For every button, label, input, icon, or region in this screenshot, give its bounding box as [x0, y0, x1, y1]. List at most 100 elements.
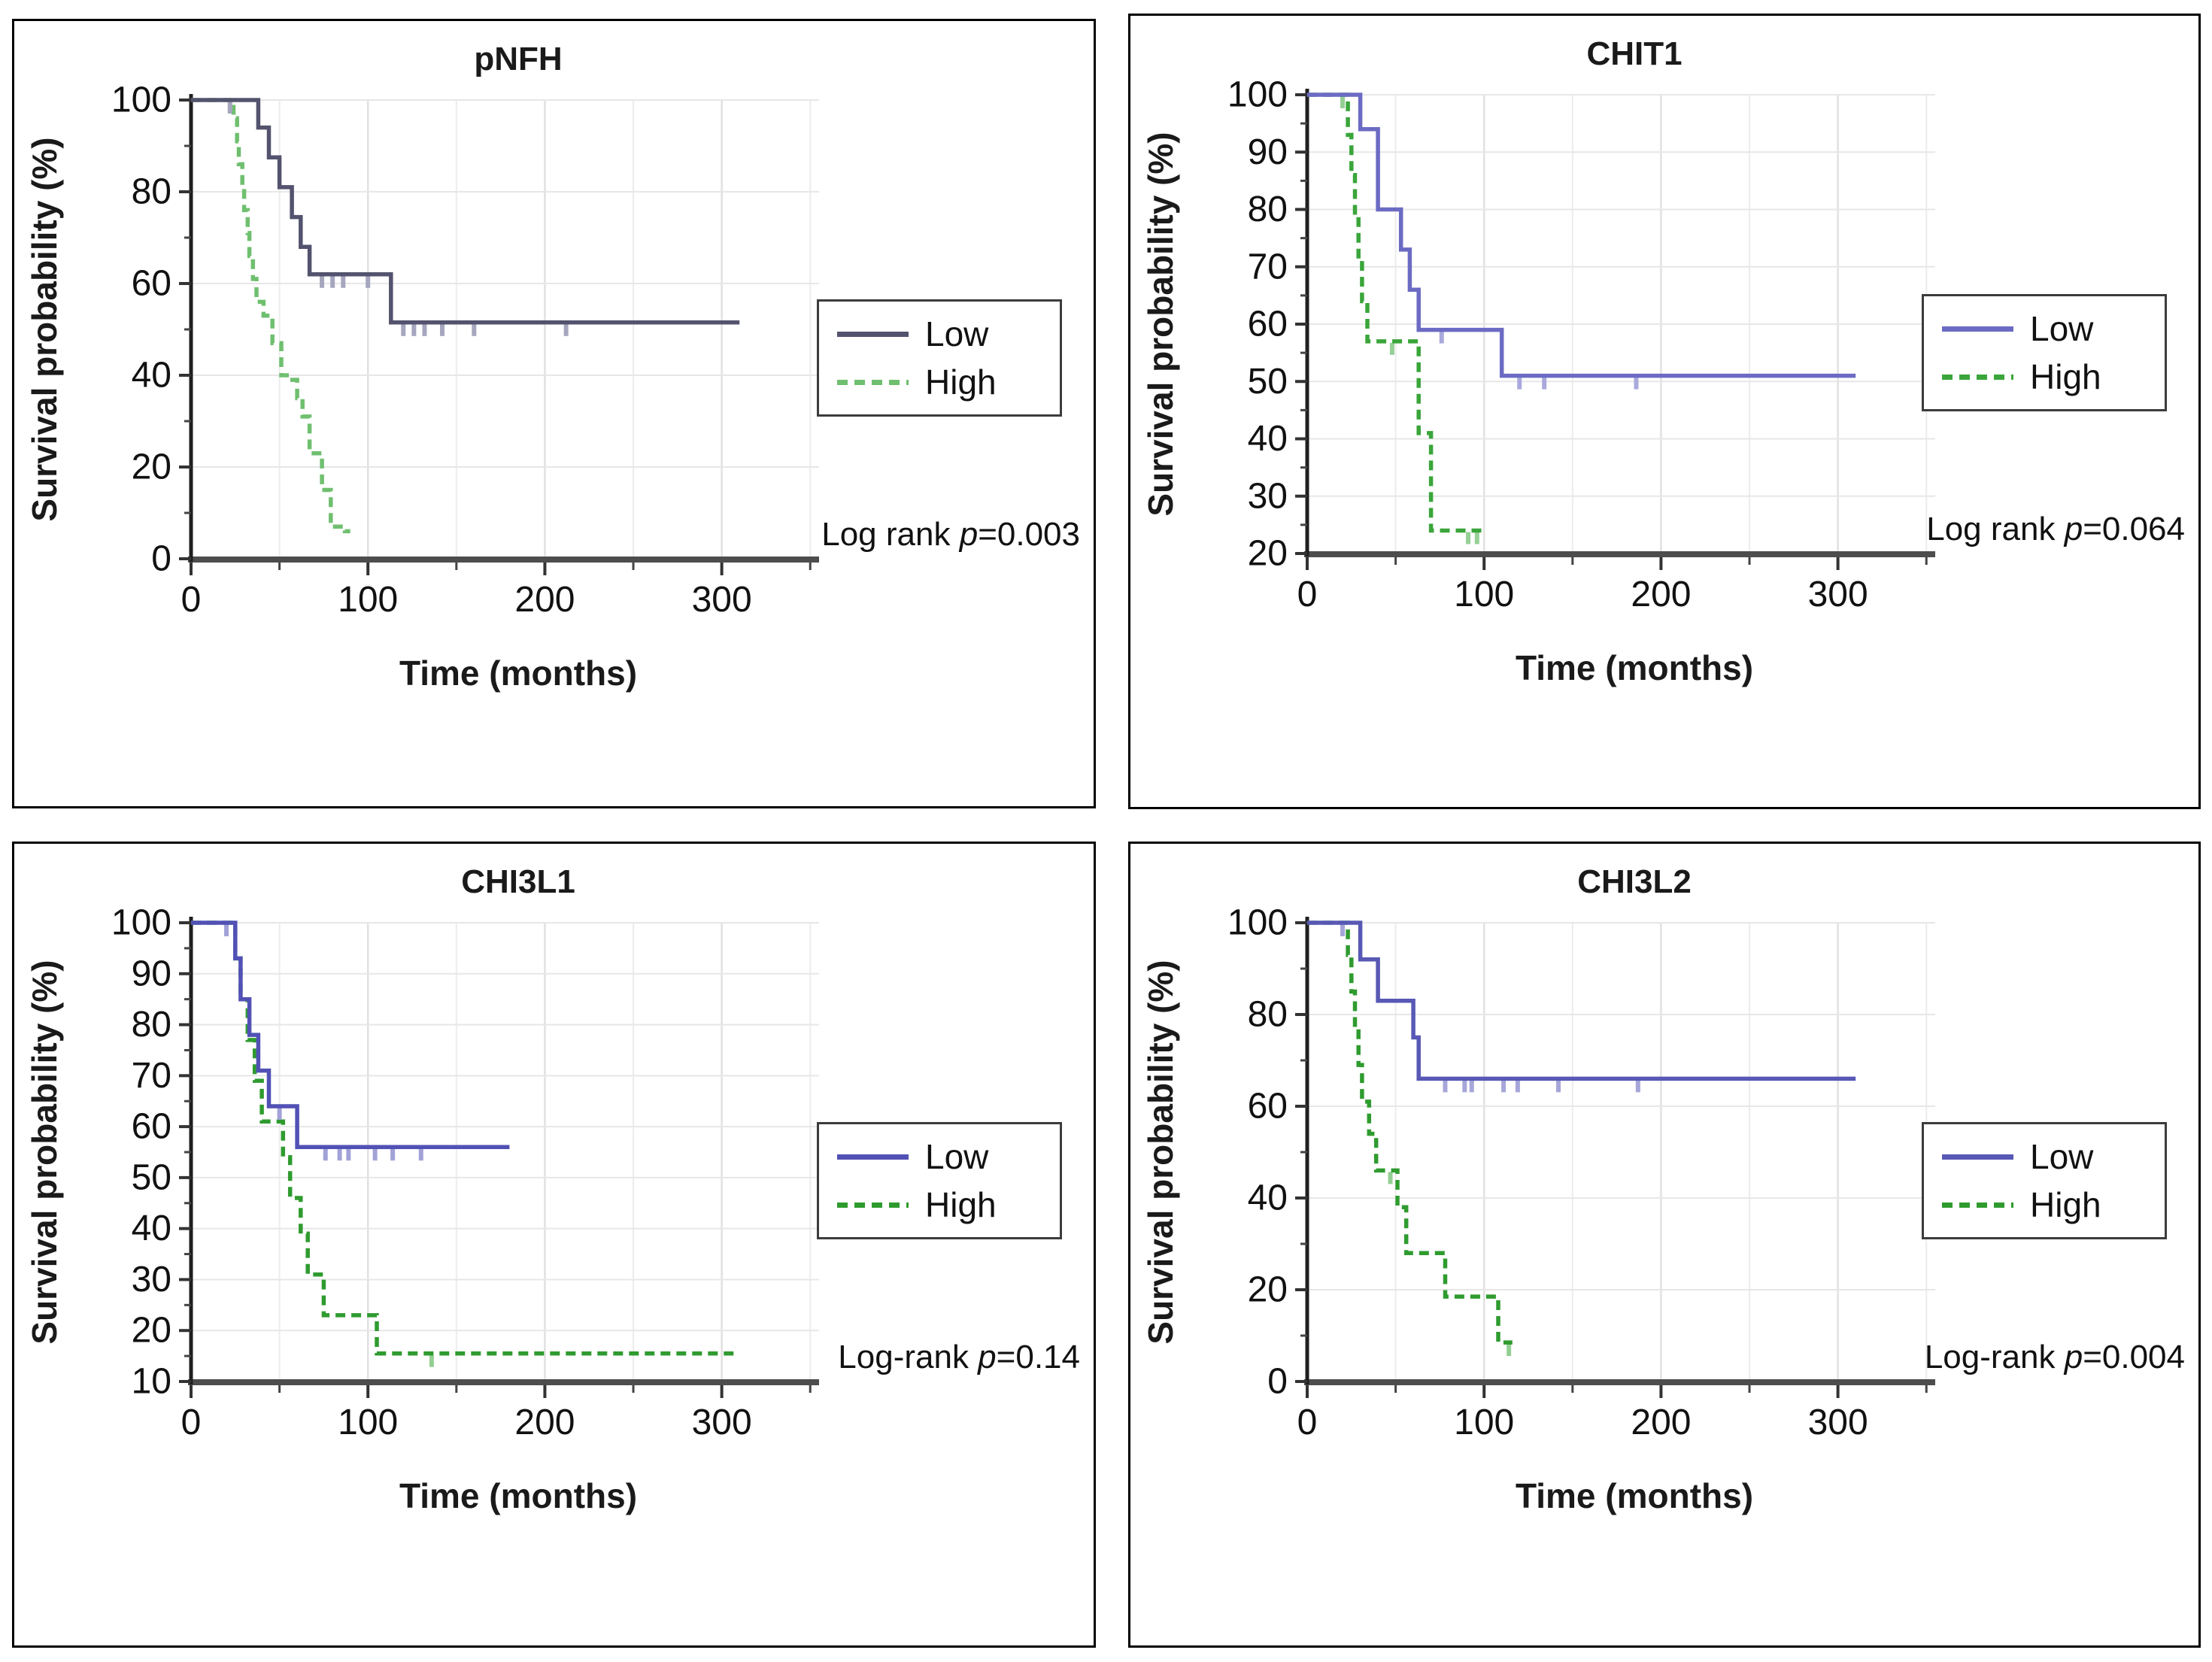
- series-high-line: [191, 920, 740, 1356]
- legend-entry-low: Low: [1942, 311, 2147, 346]
- y-tick-label: 90: [132, 954, 171, 993]
- pvalue-prefix: Log-rank: [1924, 1339, 2065, 1375]
- series-high: [1307, 920, 1513, 1357]
- y-tick-label: 100: [111, 80, 171, 120]
- series-low: [1307, 920, 1856, 1093]
- legend-label-low: Low: [925, 314, 989, 353]
- pvalue-symbol: p: [2064, 1339, 2083, 1375]
- y-axis-ticks: 0 20 40 60 80 100: [111, 80, 191, 579]
- y-tick-label: 100: [1227, 903, 1288, 943]
- y-tick-label: 60: [1248, 1087, 1288, 1127]
- x-tick-label: 200: [1631, 1403, 1691, 1442]
- legend: Low High: [1922, 1122, 2167, 1239]
- y-axis-ticks: 10 20 30 40 50 60 70 80 90 100: [111, 903, 191, 1402]
- x-tick-label: 200: [514, 1403, 575, 1442]
- x-tick-label: 0: [181, 1403, 202, 1442]
- legend-line-low-icon: [1942, 326, 2013, 332]
- y-tick-label: 60: [132, 1107, 171, 1147]
- y-tick-label: 40: [1248, 1178, 1288, 1218]
- km-plot-svg: 10 20 30 40 50 60 70 80 90 100 0 100 200 300: [111, 903, 819, 1442]
- chart-title: CHI3L2: [1577, 863, 1692, 900]
- series-low: [191, 98, 740, 336]
- pvalue-symbol: p: [978, 1339, 997, 1375]
- pvalue-prefix: Log-rank: [838, 1339, 979, 1375]
- legend-entry-high: High: [1942, 1187, 2147, 1222]
- axes: [1304, 917, 1935, 1385]
- legend: Low High: [817, 1122, 1062, 1239]
- pvalue-suffix: =0.003: [978, 516, 1080, 553]
- legend-entry-high: High: [837, 1187, 1042, 1222]
- y-tick-label: 40: [1248, 419, 1288, 459]
- legend-label-low: Low: [925, 1137, 989, 1176]
- panel-pnfh: pNFH Survival probability (%) 0 20 40 60 80 1…: [12, 19, 1096, 808]
- y-tick-label: 30: [132, 1260, 171, 1300]
- km-plot-svg: 0 20 40 60 80 100 0 100 200 300: [1227, 903, 1935, 1442]
- pvalue-prefix: Log rank: [821, 516, 960, 553]
- x-tick-label: 300: [1808, 575, 1868, 614]
- series-low-line: [191, 920, 510, 1149]
- x-tick-label: 0: [181, 580, 202, 620]
- x-axis-ticks: 0 100 200 300: [1297, 1385, 1928, 1442]
- series-high-line: [1307, 93, 1485, 533]
- legend: Low High: [817, 299, 1062, 417]
- panel-chit1: CHIT1 Survival probability (%) 20 30 40 50 6…: [1128, 14, 2201, 809]
- x-tick-label: 0: [1297, 575, 1318, 614]
- legend-line-high-icon: [837, 1202, 909, 1208]
- legend-line-high-icon: [1942, 374, 2013, 380]
- series-low: [191, 920, 510, 1161]
- x-tick-label: 100: [1454, 575, 1514, 614]
- y-tick-label: 30: [1248, 476, 1288, 516]
- y-tick-label: 90: [1248, 132, 1288, 172]
- pvalue-prefix: Log rank: [1926, 511, 2065, 547]
- x-tick-label: 0: [1297, 1403, 1318, 1442]
- series-high: [191, 98, 350, 534]
- series-high: [191, 920, 740, 1367]
- x-tick-label: 200: [514, 580, 575, 620]
- y-tick-label: 40: [132, 356, 171, 396]
- x-tick-label: 100: [338, 1403, 398, 1442]
- pvalue-suffix: =0.064: [2083, 511, 2185, 547]
- y-tick-label: 60: [1248, 305, 1288, 344]
- legend-entry-high: High: [837, 365, 1042, 399]
- x-tick-label: 300: [692, 580, 752, 620]
- legend-line-low-icon: [837, 331, 909, 337]
- y-tick-label: 20: [132, 447, 171, 487]
- x-tick-label: 100: [1454, 1403, 1514, 1442]
- legend-entry-low: Low: [1942, 1139, 2147, 1174]
- y-tick-label: 40: [132, 1209, 171, 1248]
- y-axis-ticks: 0 20 40 60 80 100: [1227, 903, 1307, 1402]
- legend-line-low-icon: [837, 1154, 909, 1160]
- legend-label-high: High: [2030, 1185, 2101, 1224]
- log-rank-pvalue: Log-rank p=0.14: [838, 1339, 1080, 1376]
- y-tick-label: 10: [132, 1362, 171, 1402]
- gridlines: [191, 922, 819, 1381]
- gridlines: [1307, 922, 1935, 1381]
- km-plot-svg: 0 20 40 60 80 100 0 100 200 300: [111, 80, 819, 620]
- y-tick-label: 80: [1248, 190, 1288, 229]
- pvalue-symbol: p: [959, 516, 979, 553]
- y-tick-label: 20: [1248, 534, 1288, 574]
- panel-chi3l2: CHI3L2 Survival probability (%) 0 20 40 60 8…: [1128, 842, 2201, 1648]
- series-high-line: [191, 98, 350, 534]
- chart-title: CHIT1: [1586, 35, 1683, 72]
- legend-entry-high: High: [1942, 359, 2147, 394]
- pvalue-symbol: p: [2064, 511, 2083, 547]
- y-tick-label: 60: [132, 264, 171, 304]
- x-axis-ticks: 0 100 200 300: [181, 1385, 812, 1442]
- axes: [188, 94, 819, 563]
- y-tick-label: 80: [132, 1005, 171, 1045]
- legend-label-high: High: [925, 362, 997, 402]
- y-tick-label: 100: [111, 903, 171, 943]
- legend: Low High: [1922, 294, 2167, 411]
- legend-entry-low: Low: [837, 317, 1042, 351]
- x-tick-label: 300: [692, 1403, 752, 1442]
- x-axis-label: Time (months): [399, 654, 638, 693]
- legend-label-high: High: [2030, 357, 2101, 396]
- y-tick-label: 0: [151, 539, 171, 579]
- y-axis-ticks: 20 30 40 50 60 70 80 90 100: [1227, 75, 1307, 574]
- axes: [188, 917, 819, 1385]
- log-rank-pvalue: Log rank p=0.003: [821, 516, 1080, 553]
- y-tick-label: 20: [1248, 1270, 1288, 1310]
- y-tick-label: 50: [132, 1157, 171, 1197]
